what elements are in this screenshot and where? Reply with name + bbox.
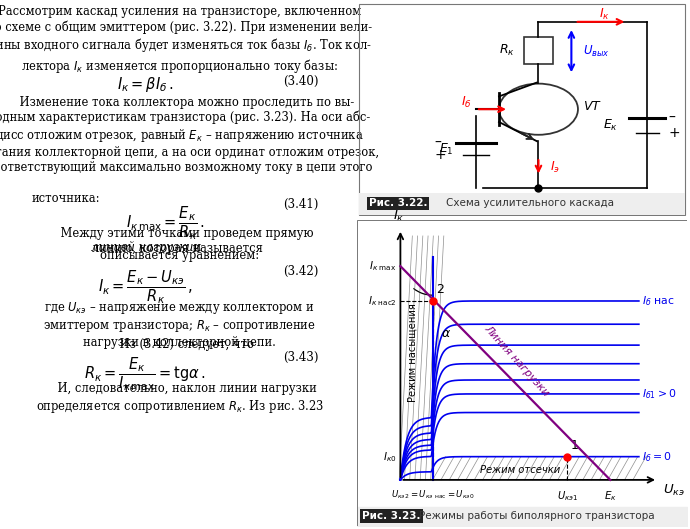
Text: $I_к$: $I_к$ [393,209,405,224]
Text: источника:: источника: [31,192,99,205]
Text: $\alpha$: $\alpha$ [441,327,451,340]
Text: Из (3.42) следует, что: Из (3.42) следует, что [105,338,254,351]
Text: Рассмотрим каскад усиления на транзисторе, включенном
по схеме с общим эмиттером: Рассмотрим каскад усиления на транзистор… [0,5,372,75]
Text: $R_к = \dfrac{E_к}{I_{к\,\max}} = \mathrm{tg}\alpha\,.$: $R_к = \dfrac{E_к}{I_{к\,\max}} = \mathr… [84,354,206,393]
Text: И, следовательно, наклон линии нагрузки
определяется сопротивлением $R_к$. Из ри: И, следовательно, наклон линии нагрузки … [36,382,324,415]
Text: $U_{кэ2} = U_{кэ\ \mathrm{нас}} = U_{кэ0}$: $U_{кэ2} = U_{кэ\ \mathrm{нас}} = U_{кэ0… [391,489,475,501]
Text: Режим отсечки: Режим отсечки [480,465,560,475]
Text: (3.41): (3.41) [283,197,318,211]
Text: Между этими точками проведем прямую
линию, которая называется: Между этими точками проведем прямую лини… [46,227,313,255]
Text: $I_б$ нас: $I_б$ нас [642,294,676,308]
Text: Рис. 3.23.: Рис. 3.23. [362,512,421,522]
Text: $I_б = 0$: $I_б = 0$ [642,450,672,463]
Text: $I_{к0}$: $I_{к0}$ [383,450,397,463]
Text: +: + [435,148,446,162]
Text: линией нагрузки: линией нагрузки [91,241,194,254]
Text: 1: 1 [571,439,579,452]
Text: $I_{б1} > 0$: $I_{б1} > 0$ [642,387,677,401]
Text: $VT$: $VT$ [583,99,602,113]
Text: (3.43): (3.43) [283,351,318,364]
Text: $I_{к\,\max} = \dfrac{E_к}{R_к}\,.$: $I_{к\,\max} = \dfrac{E_к}{R_к}\,.$ [126,204,206,242]
Text: $U_{кэ1}$: $U_{кэ1}$ [557,489,578,503]
Text: $I_к$: $I_к$ [599,7,610,22]
Text: где $U_{кэ}$ – напряжение между коллектором и
эмиттером транзистора; $R_к$ – соп: где $U_{кэ}$ – напряжение между коллекто… [43,300,316,349]
Text: Схема усилительного каскада: Схема усилительного каскада [446,198,614,208]
Text: $U_{кэ}$: $U_{кэ}$ [662,482,684,498]
Text: Рис. 3.22.: Рис. 3.22. [369,198,428,208]
Text: (3.42): (3.42) [283,264,318,278]
Text: 2: 2 [436,284,444,296]
Text: $E_к$: $E_к$ [603,117,618,133]
Text: $I_б$: $I_б$ [461,95,471,110]
Text: $E_к$: $E_к$ [604,489,617,503]
Text: (3.40): (3.40) [283,75,318,88]
Text: $U_{вых}$: $U_{вых}$ [583,44,610,59]
Text: Линия нагрузки: Линия нагрузки [482,324,551,398]
Text: +: + [669,126,680,140]
Text: $I_к = \beta I_б\,.$: $I_к = \beta I_б\,.$ [117,75,173,94]
Text: $I_{к\ \mathrm{max}}$: $I_{к\ \mathrm{max}}$ [369,259,397,273]
Text: $I_{к\ \mathrm{нас2}}$: $I_{к\ \mathrm{нас2}}$ [368,294,397,308]
Text: $E_1$: $E_1$ [439,142,453,157]
Text: –: – [669,111,676,125]
Text: Изменение тока коллектора можно проследить по вы-
ходным характеристикам транзис: Изменение тока коллектора можно проследи… [0,96,380,174]
Text: $I_э$: $I_э$ [550,160,560,176]
Text: Режимы работы биполярного транзистора: Режимы работы биполярного транзистора [420,512,655,522]
Text: $I_к = \dfrac{E_к - U_{кэ}}{R_к}\,,$: $I_к = \dfrac{E_к - U_{кэ}}{R_к}\,,$ [97,268,193,306]
Text: $R_к$: $R_к$ [500,43,515,58]
Text: и: и [190,241,201,254]
Text: Режим насыщения: Режим насыщения [407,303,417,402]
Text: описывается уравнением:: описывается уравнением: [100,249,259,262]
Bar [524,37,553,65]
Bar [359,194,685,215]
Text: –: – [435,136,442,150]
